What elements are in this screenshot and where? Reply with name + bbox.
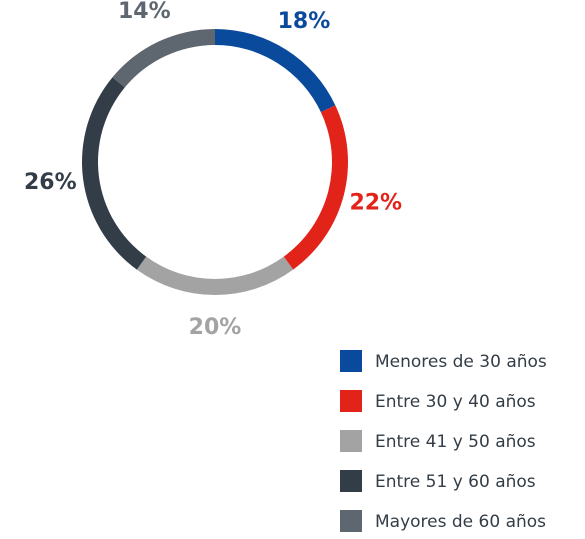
data-label: 20% xyxy=(189,315,242,340)
legend-label: Mayores de 60 años xyxy=(375,512,546,532)
data-label: 18% xyxy=(278,9,331,34)
legend-label: Entre 41 y 50 años xyxy=(375,432,536,452)
legend-swatch xyxy=(340,510,362,532)
data-label: 14% xyxy=(118,0,171,24)
legend-swatch xyxy=(340,430,362,452)
data-label: 26% xyxy=(24,170,77,195)
data-label: 22% xyxy=(349,190,402,215)
donut-segment xyxy=(283,105,348,270)
donut-segment xyxy=(112,29,215,88)
legend-swatch xyxy=(340,350,362,372)
legend-label: Entre 30 y 40 años xyxy=(375,392,536,412)
legend-label: Entre 51 y 60 años xyxy=(375,472,536,492)
legend-label: Menores de 30 años xyxy=(375,352,547,372)
donut-segment xyxy=(81,77,147,270)
legend-swatch xyxy=(340,470,362,492)
legend-swatch xyxy=(340,390,362,412)
donut-segment xyxy=(215,29,336,113)
donut-segment xyxy=(136,256,294,296)
